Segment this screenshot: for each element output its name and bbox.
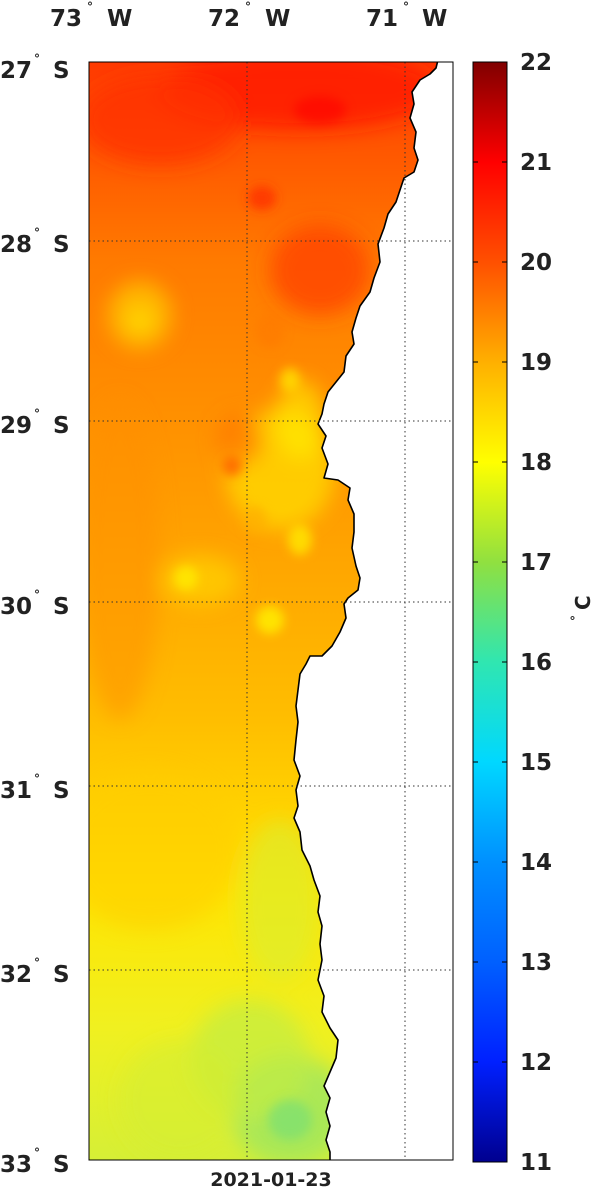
sst-patches bbox=[89, 62, 440, 1160]
unit-label: C ° bbox=[569, 595, 593, 621]
lat-label-27-degree: ° bbox=[34, 52, 40, 66]
colorbar-label-19: 19 bbox=[520, 350, 552, 376]
unit-label-symbol: C bbox=[571, 595, 593, 610]
colorbar-frame bbox=[472, 61, 508, 1163]
lat-label-31-hemisphere: S bbox=[53, 778, 70, 804]
lat-label-27-hemisphere: S bbox=[53, 58, 70, 84]
colorbar-label-21: 21 bbox=[520, 150, 552, 176]
lat-label-32-hemisphere: S bbox=[53, 962, 70, 988]
lat-label-28-degree: ° bbox=[34, 226, 40, 240]
latitude-labels: 27 ° S 28 ° S 29 ° S 30 ° S 31 ° S 32 ° … bbox=[0, 52, 70, 1178]
colorbar-label-11: 11 bbox=[520, 1150, 552, 1176]
date-label: 2021-01-23 bbox=[210, 1169, 332, 1188]
lon-label-72-hemisphere: W bbox=[265, 6, 290, 32]
colorbar-label-17: 17 bbox=[520, 550, 552, 576]
lon-label-71-value: 71 bbox=[366, 6, 398, 32]
longitude-labels: 73 ° W 72 ° W 71 ° W bbox=[50, 0, 447, 32]
lat-label-29-value: 29 bbox=[0, 413, 32, 439]
map-frame bbox=[88, 61, 454, 1161]
lat-label-33-degree: ° bbox=[34, 1146, 40, 1160]
lon-label-73-degree: ° bbox=[87, 0, 93, 14]
map-grid bbox=[89, 62, 453, 1160]
lon-label-72-value: 72 bbox=[208, 6, 240, 32]
colorbar: 22 21 20 19 18 17 16 15 14 13 12 11 bbox=[472, 50, 552, 1176]
colorbar-label-13: 13 bbox=[520, 950, 552, 976]
map-panel bbox=[89, 62, 453, 1160]
unit-label-degree: ° bbox=[569, 615, 583, 621]
lat-label-30-value: 30 bbox=[0, 594, 32, 620]
lat-label-31-degree: ° bbox=[34, 772, 40, 786]
colorbar-ticks bbox=[473, 61, 507, 1163]
lat-label-29-hemisphere: S bbox=[53, 413, 70, 439]
lon-label-71-degree: ° bbox=[403, 0, 409, 14]
lat-label-27-value: 27 bbox=[0, 58, 32, 84]
lat-label-31-value: 31 bbox=[0, 778, 32, 804]
lat-label-30-hemisphere: S bbox=[53, 594, 70, 620]
lon-label-71-hemisphere: W bbox=[422, 6, 447, 32]
lat-label-28-value: 28 bbox=[0, 232, 32, 258]
colorbar-label-22: 22 bbox=[520, 50, 552, 76]
colorbar-label-20: 20 bbox=[520, 250, 552, 276]
colorbar-label-16: 16 bbox=[520, 650, 552, 676]
lat-label-29-degree: ° bbox=[34, 407, 40, 421]
colorbar-label-15: 15 bbox=[520, 750, 552, 776]
lon-label-72-degree: ° bbox=[245, 0, 251, 14]
lon-label-73-hemisphere: W bbox=[107, 6, 132, 32]
lat-label-32-value: 32 bbox=[0, 962, 32, 988]
sst-fine-patches bbox=[174, 96, 346, 1140]
land-area bbox=[293, 62, 453, 1160]
lat-label-28-hemisphere: S bbox=[53, 232, 70, 258]
lat-label-33-value: 33 bbox=[0, 1152, 32, 1178]
colorbar-gradient bbox=[473, 62, 507, 1162]
lat-label-32-degree: ° bbox=[34, 956, 40, 970]
lat-label-33-hemisphere: S bbox=[53, 1152, 70, 1178]
colorbar-label-14: 14 bbox=[520, 850, 552, 876]
colorbar-tick-labels: 22 21 20 19 18 17 16 15 14 13 12 11 bbox=[520, 50, 552, 1176]
lon-label-73-value: 73 bbox=[50, 6, 82, 32]
colorbar-label-18: 18 bbox=[520, 450, 552, 476]
colorbar-label-12: 12 bbox=[520, 1050, 552, 1076]
lat-label-30-degree: ° bbox=[34, 588, 40, 602]
